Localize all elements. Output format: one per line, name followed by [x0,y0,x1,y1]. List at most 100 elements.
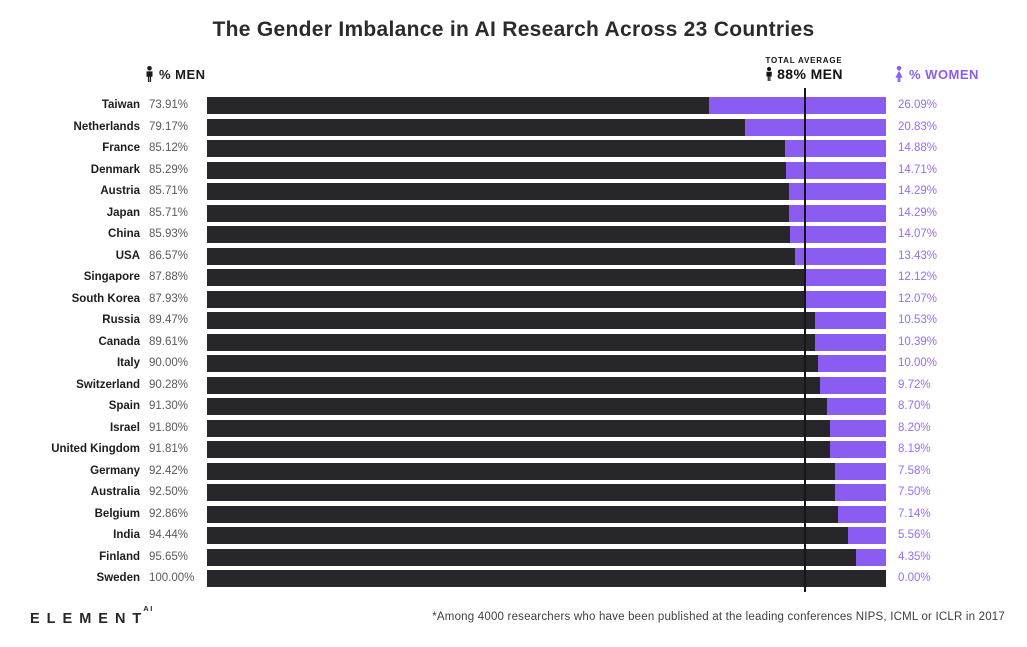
men-bar-segment [207,398,827,415]
women-percent-label: 14.07% [898,228,938,240]
table-row: Canada 89.61% 10.39% [0,333,1027,355]
country-label: India [113,529,140,541]
table-row: Singapore 87.88% 12.12% [0,268,1027,290]
table-row: USA 86.57% 13.43% [0,247,1027,269]
women-percent-label: 8.19% [898,443,931,455]
men-percent-label: 91.30% [149,400,189,412]
stacked-bar [207,505,886,523]
men-percent-label: 92.42% [149,464,189,477]
men-percent-label: 90.00% [149,357,189,369]
stacked-bar [207,247,886,265]
table-row: Russia 89.47% 10.53% [0,311,1027,333]
men-bar-segment [207,419,831,437]
country-label: Sweden [96,572,140,584]
country-label: Australia [90,486,140,498]
table-row: Taiwan 73.91% 26.09% [0,96,1027,118]
men-percent-label: 90.28% [149,378,189,391]
logo-text: ELEMENT [30,610,149,627]
stacked-bar [207,398,886,415]
men-percent-label: 92.50% [149,486,189,498]
footnote: *Among 4000 researchers who have been pu… [432,611,1005,623]
men-bar-segment [207,462,835,480]
women-percent-label: 8.70% [898,400,931,412]
women-percent-label: 13.43% [898,249,938,262]
men-percent-label: 100.00% [149,572,195,584]
country-label: Israel [109,421,140,434]
men-bar-segment [207,505,838,523]
men-percent-label: 92.86% [149,507,189,520]
men-percent-label: 87.88% [149,271,189,283]
men-bar-segment [207,548,857,566]
men-percent-label: 91.81% [149,443,189,455]
total-average-value: 88% MEN [777,66,843,82]
table-row: South Korea 87.93% 12.07% [0,290,1027,312]
table-row: Germany 92.42% 7.58% [0,462,1027,484]
men-percent-label: 85.71% [149,206,189,219]
stacked-bar [207,376,886,394]
women-percent-label: 20.83% [898,120,938,133]
stacked-bar [207,548,886,566]
bar-chart: Taiwan 73.91% 26.09% Netherlands 79.17% 20.83… [0,88,1027,592]
table-row: China 85.93% 14.07% [0,225,1027,247]
men-legend: % MEN [145,66,206,82]
women-percent-label: 5.56% [898,529,931,541]
element-ai-logo: ELEMENTAI [30,604,154,627]
country-label: Netherlands [73,120,140,133]
bar-rows: Taiwan 73.91% 26.09% Netherlands 79.17% 20.83… [0,96,1027,591]
country-label: Finland [99,550,140,563]
women-percent-label: 0.00% [898,572,931,584]
men-bar-segment [207,97,709,114]
logo-superscript: AI [143,604,154,613]
stacked-bar [207,290,886,308]
men-bar-segment [207,226,791,243]
women-percent-label: 14.88% [898,142,938,154]
women-percent-label: 10.00% [898,357,938,369]
table-row: Netherlands 79.17% 20.83% [0,118,1027,140]
table-row: India 94.44% 5.56% [0,526,1027,548]
men-bar-segment [207,118,745,136]
women-percent-label: 8.20% [898,421,931,434]
country-label: China [108,228,140,240]
stacked-bar [207,204,886,222]
stacked-bar [207,570,886,587]
men-bar-segment [207,290,805,308]
men-percent-label: 94.44% [149,529,189,541]
women-percent-label: 9.72% [898,378,931,391]
country-label: Singapore [83,271,140,283]
stacked-bar [207,462,886,480]
stacked-bar [207,355,886,372]
stacked-bar [207,97,886,114]
women-percent-label: 14.29% [898,185,938,197]
female-person-icon [895,66,903,82]
table-row: Finland 95.65% 4.35% [0,548,1027,570]
women-percent-label: 12.07% [898,292,938,305]
men-percent-label: 85.29% [149,163,189,176]
stacked-bar [207,312,886,329]
men-bar-segment [207,269,804,286]
men-bar-segment [207,484,836,501]
men-percent-label: 85.71% [149,185,189,197]
men-legend-label: % MEN [159,66,206,82]
country-label: Denmark [90,163,140,176]
men-bar-segment [207,355,819,372]
table-row: Belgium 92.86% 7.14% [0,505,1027,527]
country-label: France [102,142,140,154]
men-percent-label: 89.61% [149,335,189,348]
table-row: Israel 91.80% 8.20% [0,419,1027,441]
men-percent-label: 73.91% [149,99,189,111]
stacked-bar [207,441,886,458]
men-percent-label: 87.93% [149,292,189,305]
men-bar-segment [207,376,820,394]
country-label: Japan [106,206,140,219]
women-percent-label: 7.14% [898,507,931,520]
men-bar-segment [207,140,785,157]
country-label: United Kingdom [51,443,140,455]
page-title: The Gender Imbalance in AI Research Acro… [212,18,815,41]
country-label: Russia [102,314,140,326]
table-row: Austria 85.71% 14.29% [0,182,1027,204]
country-label: USA [115,249,140,262]
men-percent-label: 91.80% [149,421,189,434]
men-bar-segment [207,333,816,351]
country-label: Taiwan [101,99,140,111]
table-row: Japan 85.71% 14.29% [0,204,1027,226]
